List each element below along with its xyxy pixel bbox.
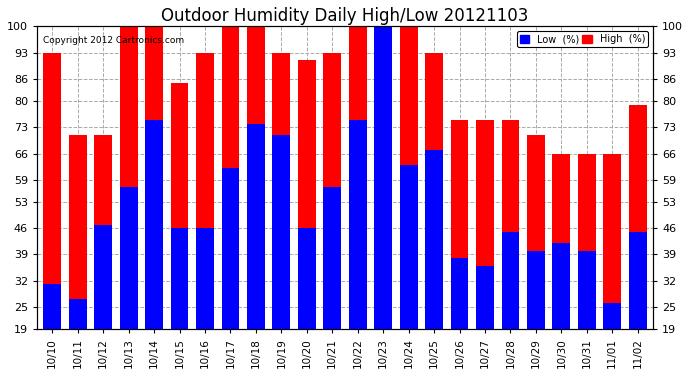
Bar bbox=[43, 53, 61, 329]
Bar bbox=[247, 27, 265, 329]
Bar bbox=[502, 120, 520, 329]
Bar bbox=[603, 303, 621, 329]
Bar bbox=[400, 27, 417, 329]
Bar bbox=[400, 165, 417, 329]
Bar bbox=[578, 251, 595, 329]
Bar bbox=[170, 82, 188, 329]
Bar bbox=[374, 27, 392, 329]
Bar bbox=[527, 251, 545, 329]
Bar bbox=[527, 135, 545, 329]
Bar bbox=[119, 187, 137, 329]
Bar bbox=[629, 105, 647, 329]
Bar bbox=[119, 27, 137, 329]
Bar bbox=[95, 135, 112, 329]
Bar bbox=[425, 53, 443, 329]
Bar bbox=[145, 27, 163, 329]
Bar bbox=[298, 60, 316, 329]
Bar bbox=[145, 120, 163, 329]
Bar bbox=[374, 27, 392, 329]
Title: Outdoor Humidity Daily High/Low 20121103: Outdoor Humidity Daily High/Low 20121103 bbox=[161, 7, 529, 25]
Bar bbox=[324, 187, 341, 329]
Bar bbox=[221, 27, 239, 329]
Bar bbox=[451, 120, 469, 329]
Bar bbox=[247, 124, 265, 329]
Bar bbox=[603, 153, 621, 329]
Bar bbox=[273, 135, 290, 329]
Bar bbox=[476, 120, 494, 329]
Bar bbox=[196, 228, 214, 329]
Bar bbox=[349, 27, 366, 329]
Bar bbox=[629, 232, 647, 329]
Bar bbox=[349, 120, 366, 329]
Bar bbox=[95, 225, 112, 329]
Bar bbox=[425, 150, 443, 329]
Bar bbox=[170, 228, 188, 329]
Bar bbox=[578, 153, 595, 329]
Bar bbox=[298, 228, 316, 329]
Bar bbox=[451, 258, 469, 329]
Legend: Low  (%), High  (%): Low (%), High (%) bbox=[517, 32, 648, 47]
Bar bbox=[553, 243, 571, 329]
Bar bbox=[221, 168, 239, 329]
Bar bbox=[502, 232, 520, 329]
Bar bbox=[43, 284, 61, 329]
Bar bbox=[273, 53, 290, 329]
Bar bbox=[553, 153, 571, 329]
Bar bbox=[69, 299, 87, 329]
Bar bbox=[69, 135, 87, 329]
Bar bbox=[476, 266, 494, 329]
Bar bbox=[324, 53, 341, 329]
Text: Copyright 2012 Cartronics.com: Copyright 2012 Cartronics.com bbox=[43, 36, 184, 45]
Bar bbox=[196, 53, 214, 329]
